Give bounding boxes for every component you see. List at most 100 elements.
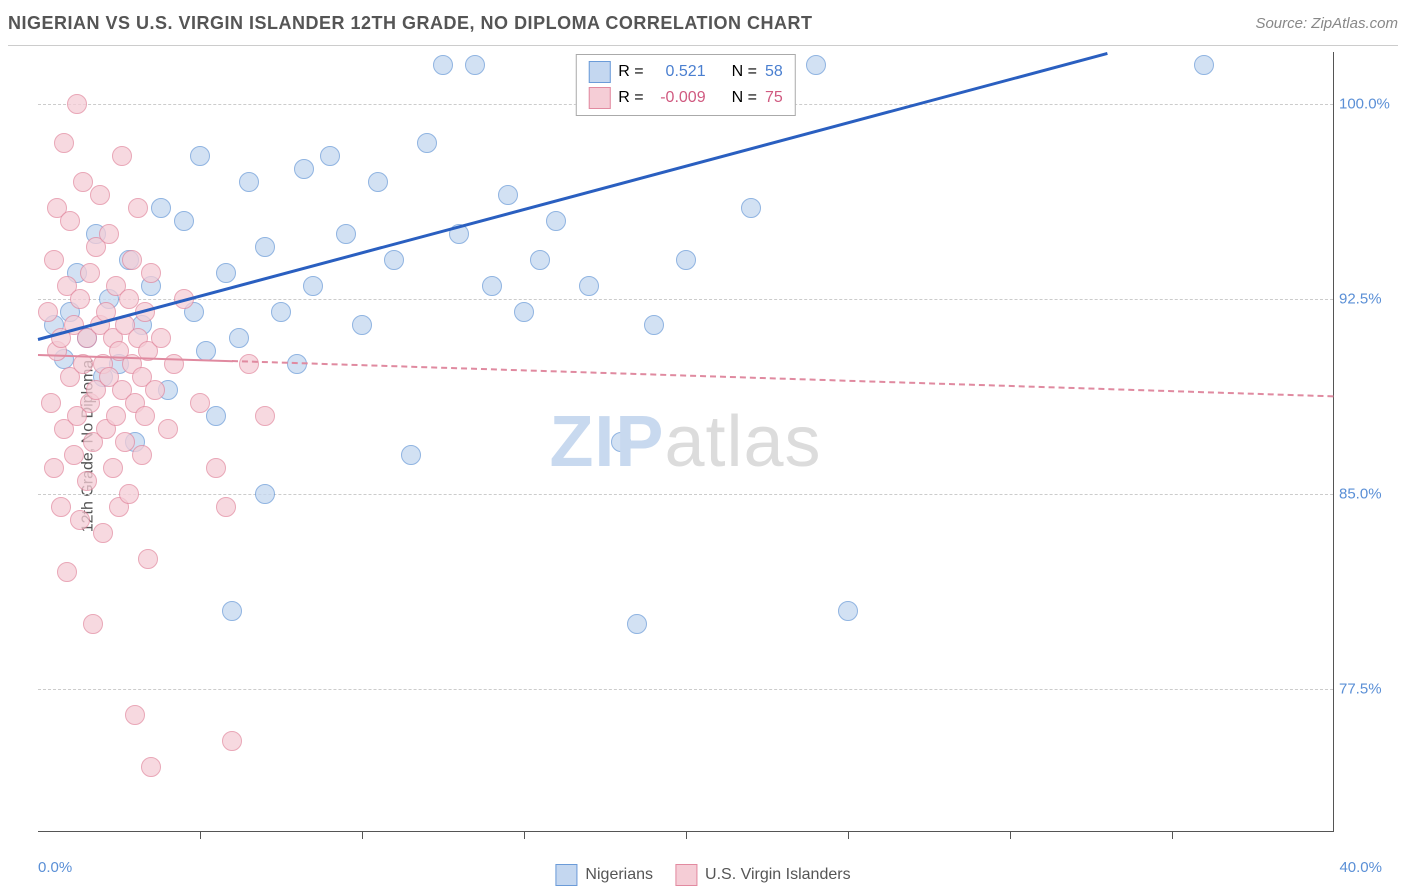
- data-point: [546, 211, 566, 231]
- data-point: [83, 614, 103, 634]
- data-point: [151, 328, 171, 348]
- data-point: [255, 237, 275, 257]
- data-point: [222, 731, 242, 751]
- data-point: [119, 484, 139, 504]
- x-axis-min-label: 0.0%: [38, 859, 72, 876]
- x-tick: [200, 831, 201, 839]
- data-point: [158, 419, 178, 439]
- data-point: [151, 198, 171, 218]
- data-point: [106, 406, 126, 426]
- data-point: [135, 406, 155, 426]
- x-tick: [848, 831, 849, 839]
- swatch-series1: [588, 61, 610, 83]
- data-point: [611, 432, 631, 452]
- legend-label: U.S. Virgin Islanders: [705, 866, 851, 884]
- watermark-zip: ZIP: [549, 402, 664, 482]
- data-point: [70, 289, 90, 309]
- data-point: [206, 458, 226, 478]
- data-point: [1194, 55, 1214, 75]
- trend-line: [232, 360, 1334, 397]
- plot-area: ZIPatlas R = 0.521 N = 58 R = -0.009 N =…: [38, 52, 1334, 832]
- data-point: [401, 445, 421, 465]
- r-value-series1: 0.521: [652, 63, 706, 81]
- data-point: [44, 250, 64, 270]
- data-point: [838, 601, 858, 621]
- data-point: [514, 302, 534, 322]
- r-label: R =: [618, 63, 643, 81]
- data-point: [164, 354, 184, 374]
- trend-line: [38, 52, 1108, 341]
- data-point: [255, 484, 275, 504]
- data-point: [38, 302, 58, 322]
- data-point: [190, 146, 210, 166]
- legend-item-series1: Nigerians: [555, 864, 653, 886]
- data-point: [44, 458, 64, 478]
- n-label: N =: [732, 63, 757, 81]
- x-axis-max-label: 40.0%: [1339, 859, 1382, 876]
- data-point: [80, 263, 100, 283]
- data-point: [54, 133, 74, 153]
- x-tick: [1010, 831, 1011, 839]
- data-point: [294, 159, 314, 179]
- data-point: [417, 133, 437, 153]
- swatch-icon: [675, 864, 697, 886]
- data-point: [112, 146, 132, 166]
- gridline: [38, 494, 1333, 495]
- x-tick: [524, 831, 525, 839]
- data-point: [368, 172, 388, 192]
- series-legend: Nigerians U.S. Virgin Islanders: [555, 864, 850, 886]
- data-point: [196, 341, 216, 361]
- data-point: [303, 276, 323, 296]
- data-point: [141, 263, 161, 283]
- data-point: [271, 302, 291, 322]
- data-point: [433, 55, 453, 75]
- data-point: [644, 315, 664, 335]
- data-point: [206, 406, 226, 426]
- data-point: [90, 185, 110, 205]
- swatch-series2: [588, 87, 610, 109]
- data-point: [41, 393, 61, 413]
- data-point: [336, 224, 356, 244]
- data-point: [806, 55, 826, 75]
- y-tick-label: 92.5%: [1339, 291, 1395, 308]
- data-point: [482, 276, 502, 296]
- data-point: [530, 250, 550, 270]
- data-point: [627, 614, 647, 634]
- data-point: [676, 250, 696, 270]
- data-point: [190, 393, 210, 413]
- watermark: ZIPatlas: [549, 401, 821, 483]
- x-tick: [686, 831, 687, 839]
- data-point: [77, 471, 97, 491]
- data-point: [216, 497, 236, 517]
- data-point: [255, 406, 275, 426]
- data-point: [741, 198, 761, 218]
- source-attribution: Source: ZipAtlas.com: [1255, 15, 1398, 32]
- watermark-atlas: atlas: [664, 402, 821, 482]
- data-point: [67, 94, 87, 114]
- data-point: [174, 211, 194, 231]
- r-value-series2: -0.009: [652, 89, 706, 107]
- data-point: [99, 224, 119, 244]
- legend-label: Nigerians: [585, 866, 653, 884]
- gridline: [38, 689, 1333, 690]
- data-point: [465, 55, 485, 75]
- data-point: [125, 705, 145, 725]
- data-point: [320, 146, 340, 166]
- n-label: N =: [732, 89, 757, 107]
- legend-row-series2: R = -0.009 N = 75: [588, 85, 782, 111]
- data-point: [70, 510, 90, 530]
- swatch-icon: [555, 864, 577, 886]
- data-point: [60, 211, 80, 231]
- y-tick-label: 77.5%: [1339, 681, 1395, 698]
- data-point: [51, 497, 71, 517]
- r-label: R =: [618, 89, 643, 107]
- data-point: [384, 250, 404, 270]
- data-point: [132, 445, 152, 465]
- chart-title: NIGERIAN VS U.S. VIRGIN ISLANDER 12TH GR…: [8, 13, 813, 34]
- data-point: [216, 263, 236, 283]
- title-bar: NIGERIAN VS U.S. VIRGIN ISLANDER 12TH GR…: [8, 8, 1398, 46]
- data-point: [57, 562, 77, 582]
- data-point: [122, 250, 142, 270]
- data-point: [64, 445, 84, 465]
- y-tick-label: 85.0%: [1339, 486, 1395, 503]
